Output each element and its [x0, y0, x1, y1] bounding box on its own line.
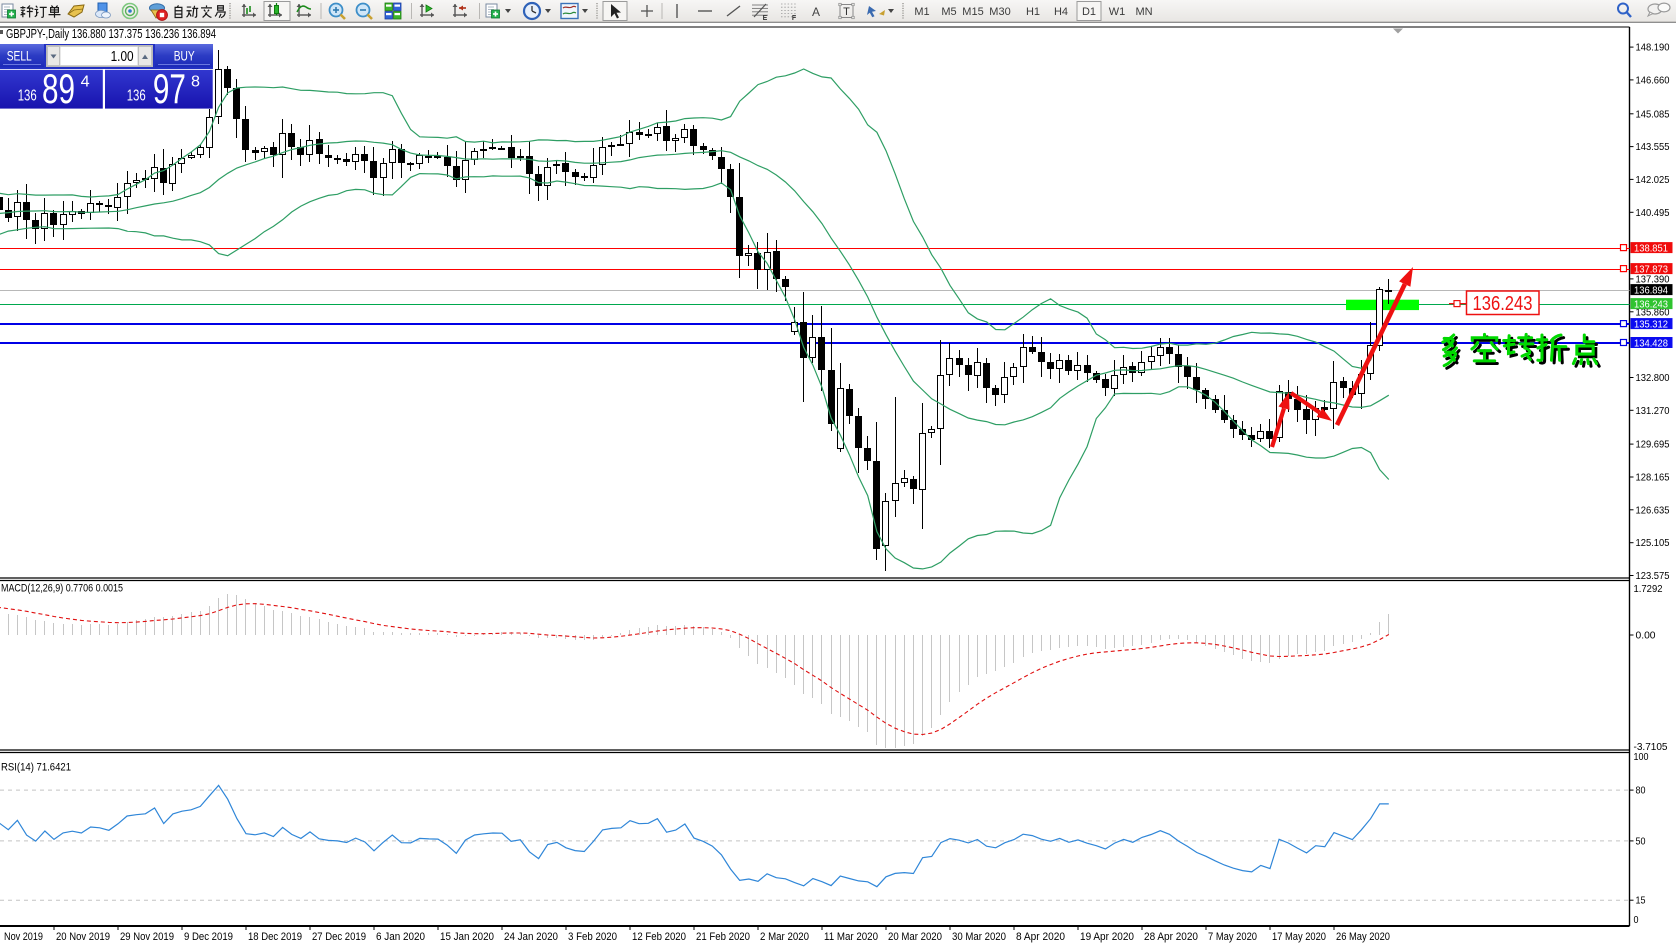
svg-text:6 Jan 2020: 6 Jan 2020: [376, 931, 425, 943]
svg-text:146.660: 146.660: [1636, 74, 1670, 86]
svg-text:126.635: 126.635: [1636, 504, 1670, 516]
svg-text:80: 80: [1636, 785, 1646, 797]
svg-text:143.555: 143.555: [1636, 141, 1670, 153]
svg-text:123.575: 123.575: [1636, 570, 1670, 582]
svg-text:7 May 2020: 7 May 2020: [1208, 931, 1257, 943]
svg-text:1.00: 1.00: [111, 49, 134, 65]
svg-text:12 Feb 2020: 12 Feb 2020: [632, 931, 686, 943]
svg-text:28 Apr 2020: 28 Apr 2020: [1144, 931, 1198, 943]
svg-text:1.7292: 1.7292: [1634, 583, 1663, 595]
svg-text:D1: D1: [1082, 6, 1096, 18]
svg-text:17 May 2020: 17 May 2020: [1272, 931, 1326, 943]
svg-text:137.873: 137.873: [1634, 263, 1668, 275]
svg-text:A: A: [812, 5, 820, 19]
svg-text:29 Nov 2019: 29 Nov 2019: [120, 931, 174, 943]
svg-text:129.695: 129.695: [1636, 439, 1670, 451]
svg-text:138.851: 138.851: [1634, 242, 1668, 254]
svg-text:134.428: 134.428: [1634, 337, 1668, 349]
svg-text:89: 89: [42, 65, 75, 112]
svg-text:148.190: 148.190: [1636, 42, 1670, 54]
svg-text:0: 0: [1634, 914, 1639, 926]
svg-text:T: T: [843, 6, 850, 18]
svg-text:142.025: 142.025: [1636, 174, 1670, 186]
svg-text:BUY: BUY: [174, 49, 195, 64]
svg-text:4: 4: [81, 74, 90, 91]
svg-text:27 Dec 2019: 27 Dec 2019: [312, 931, 366, 943]
svg-text:140.495: 140.495: [1636, 207, 1670, 219]
svg-text:0.00: 0.00: [1636, 630, 1656, 642]
svg-text:50: 50: [1636, 835, 1646, 847]
svg-text:RSI(14) 71.6421: RSI(14) 71.6421: [1, 762, 71, 774]
svg-text:97: 97: [153, 65, 186, 112]
svg-text:-3.7105: -3.7105: [1634, 741, 1668, 753]
svg-text:E: E: [763, 15, 768, 22]
svg-text:128.165: 128.165: [1636, 472, 1670, 484]
svg-text:H4: H4: [1054, 6, 1068, 18]
svg-text:21 Feb 2020: 21 Feb 2020: [696, 931, 750, 943]
svg-text:15 Jan 2020: 15 Jan 2020: [440, 931, 494, 943]
svg-text:136.243: 136.243: [1473, 293, 1533, 315]
svg-text:SELL: SELL: [7, 49, 32, 64]
svg-text:145.085: 145.085: [1636, 108, 1670, 120]
svg-text:26 May 2020: 26 May 2020: [1336, 931, 1390, 943]
svg-text:125.105: 125.105: [1636, 537, 1670, 549]
svg-text:19 Apr 2020: 19 Apr 2020: [1080, 931, 1134, 943]
svg-text:137.390: 137.390: [1636, 273, 1670, 285]
svg-text:135.860: 135.860: [1636, 306, 1670, 318]
svg-text:Nov 2019: Nov 2019: [4, 931, 43, 943]
svg-text:8: 8: [191, 74, 200, 91]
svg-text:131.270: 131.270: [1636, 405, 1670, 417]
svg-text:GBPJPY-,Daily 136.880 137.375: GBPJPY-,Daily 136.880 137.375 136.236 13…: [6, 27, 216, 41]
svg-text:136: 136: [127, 88, 146, 105]
svg-text:136.894: 136.894: [1634, 284, 1668, 296]
svg-text:8 Apr 2020: 8 Apr 2020: [1016, 931, 1065, 943]
svg-text:M5: M5: [941, 6, 956, 18]
svg-text:15: 15: [1636, 895, 1646, 907]
svg-text:H1: H1: [1026, 6, 1040, 18]
svg-text:M15: M15: [962, 6, 983, 18]
svg-text:MACD(12,26,9) 0.7706 0.0015: MACD(12,26,9) 0.7706 0.0015: [1, 583, 123, 595]
svg-text:136.243: 136.243: [1634, 298, 1668, 310]
svg-text:M30: M30: [989, 6, 1010, 18]
svg-text:9 Dec 2019: 9 Dec 2019: [184, 931, 233, 943]
svg-text:20 Nov 2019: 20 Nov 2019: [56, 931, 110, 943]
svg-text:20 Mar 2020: 20 Mar 2020: [888, 931, 942, 943]
svg-text:MN: MN: [1135, 6, 1152, 18]
svg-text:100: 100: [1634, 751, 1649, 763]
svg-text:136: 136: [18, 88, 37, 105]
svg-text:3 Feb 2020: 3 Feb 2020: [568, 931, 617, 943]
svg-text:F: F: [792, 15, 797, 22]
svg-text:2 Mar 2020: 2 Mar 2020: [760, 931, 809, 943]
svg-text:24 Jan 2020: 24 Jan 2020: [504, 931, 558, 943]
svg-text:132.800: 132.800: [1636, 372, 1670, 384]
svg-text:11 Mar 2020: 11 Mar 2020: [824, 931, 878, 943]
svg-text:M1: M1: [914, 6, 929, 18]
svg-text:W1: W1: [1109, 6, 1126, 18]
svg-text:18 Dec 2019: 18 Dec 2019: [248, 931, 302, 943]
svg-text:30 Mar 2020: 30 Mar 2020: [952, 931, 1006, 943]
svg-text:135.312: 135.312: [1634, 318, 1668, 330]
